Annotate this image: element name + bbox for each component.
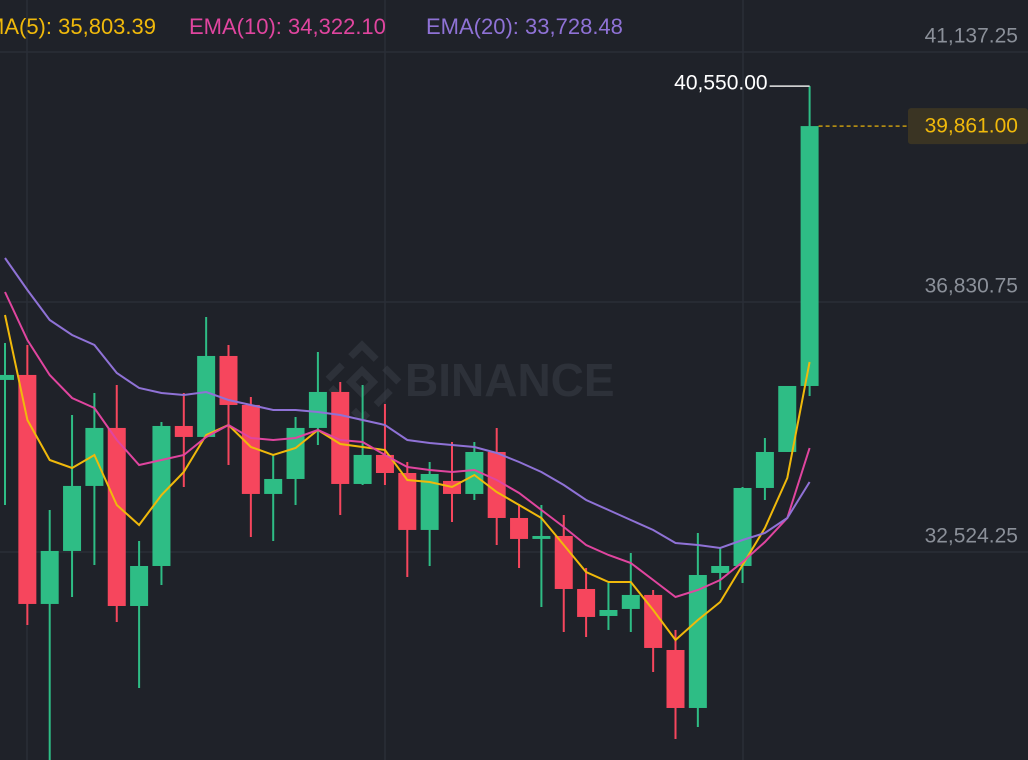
legend-separator: : (276, 14, 288, 39)
candle-body (286, 427, 305, 479)
legend-separator: : (46, 14, 58, 39)
candle-body (0, 374, 14, 380)
candle-body (778, 385, 797, 452)
legend-value: 34,322.10 (288, 14, 386, 39)
last-price-box (908, 108, 1028, 145)
candle-body (420, 473, 439, 530)
legend-name: EMA(10) (189, 14, 276, 39)
candle-body (264, 478, 283, 494)
candles (0, 86, 819, 760)
indicator-line (4, 314, 811, 642)
candle-body (107, 427, 126, 606)
candle-body (465, 451, 484, 494)
watermark: BINANCE (320, 340, 615, 424)
candle-body (197, 355, 216, 437)
legend-entry: MA(5): 35,803.39 (0, 14, 156, 39)
legend-separator: : (513, 14, 525, 39)
legend-name: MA(5) (0, 14, 46, 39)
candle-body (599, 609, 618, 616)
candle-body (353, 454, 372, 484)
candle-body (130, 565, 149, 606)
y-tick-label: 41,137.25 (925, 25, 1018, 48)
legend-entry: EMA(20): 33,728.48 (426, 14, 623, 39)
candle-body (241, 404, 260, 494)
candle-body (532, 535, 551, 539)
candle-body (711, 565, 730, 573)
candle-body (487, 451, 506, 518)
watermark-text: BINANCE (405, 354, 615, 406)
candle-body (398, 472, 417, 530)
last-price-label: 39,861.00 (925, 115, 1018, 138)
y-tick-label: 32,524.25 (925, 525, 1018, 548)
y-tick-label: 36,830.75 (925, 275, 1018, 298)
legend-name: EMA(20) (426, 14, 513, 39)
candle-body (666, 649, 685, 708)
candle-body (577, 588, 596, 617)
candle-body (800, 126, 819, 386)
legend-value: 35,803.39 (58, 14, 156, 39)
candle-body (621, 594, 640, 609)
candle-body (733, 487, 752, 566)
candle-body (510, 517, 529, 539)
candle-body (18, 374, 37, 604)
candle-body (755, 451, 774, 488)
candle-body (174, 425, 193, 437)
candle-body (688, 574, 707, 708)
legend-value: 33,728.48 (525, 14, 623, 39)
candle-body (63, 485, 82, 551)
indicator-line (4, 291, 811, 599)
candle-body (308, 391, 327, 428)
candle-body (219, 355, 238, 405)
candle-body (375, 454, 394, 473)
legend-entry: EMA(10): 34,322.10 (189, 14, 386, 39)
candle-body (644, 594, 663, 648)
high-marker-label: 40,550.00 (674, 72, 767, 95)
candle-body (40, 550, 59, 604)
indicator-line (4, 257, 811, 550)
